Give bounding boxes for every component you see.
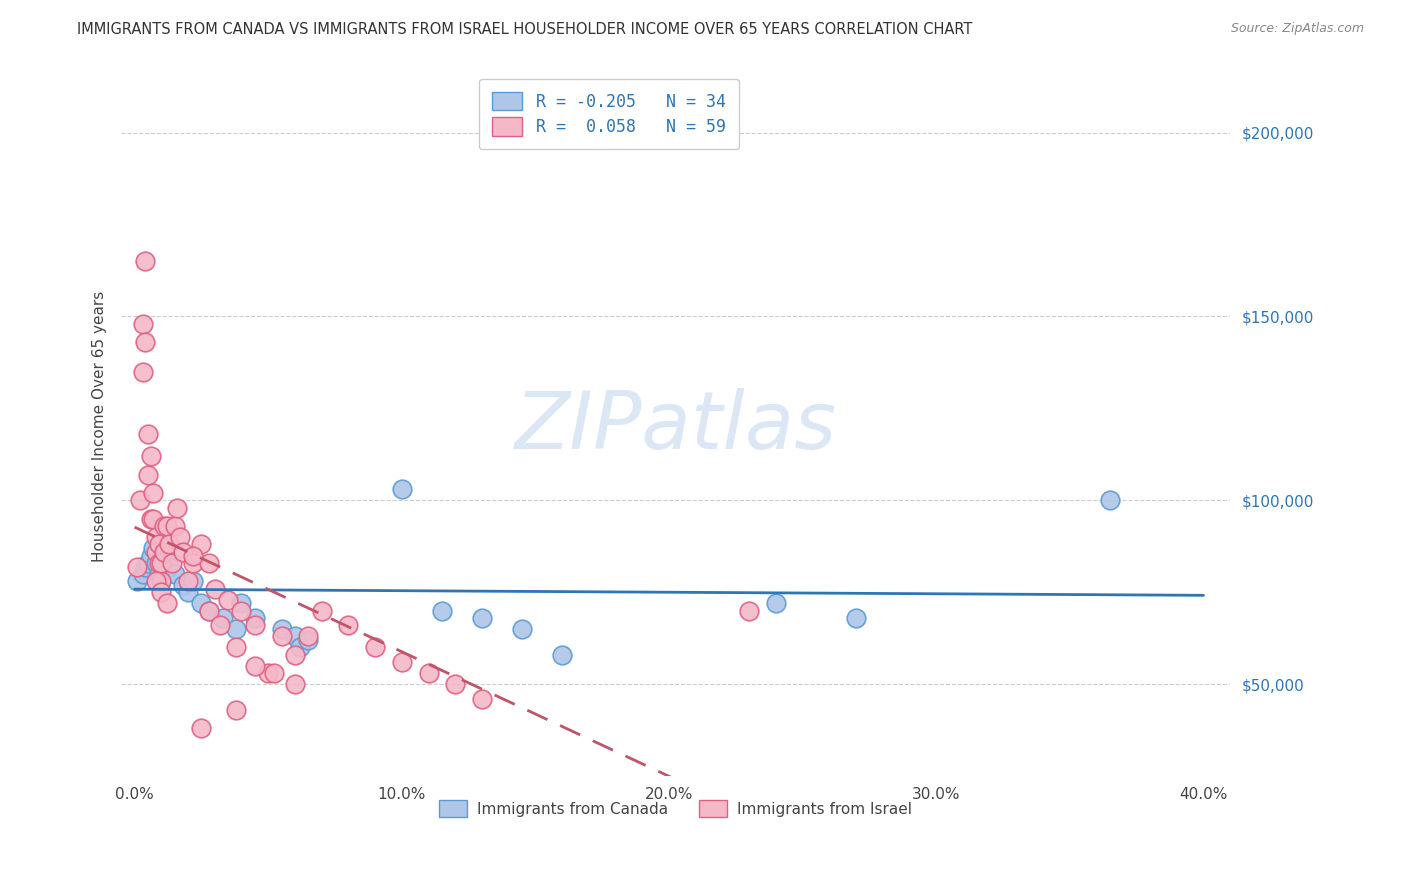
Point [471, 692, 494, 706]
Point [127, 559, 149, 574]
Point [131, 566, 153, 581]
Point [738, 604, 761, 618]
Point [198, 604, 221, 618]
Point [150, 556, 173, 570]
Point [156, 549, 179, 563]
Point [430, 604, 453, 618]
Text: Source: ZipAtlas.com: Source: ZipAtlas.com [1230, 22, 1364, 36]
Point [263, 666, 285, 681]
Point [136, 467, 159, 482]
Point [198, 604, 221, 618]
Point [311, 604, 333, 618]
Point [142, 512, 165, 526]
Point [297, 629, 319, 643]
Point [172, 545, 194, 559]
Point [136, 556, 159, 570]
Point [166, 500, 188, 515]
Text: IMMIGRANTS FROM CANADA VS IMMIGRANTS FROM ISRAEL HOUSEHOLDER INCOME OVER 65 YEAR: IMMIGRANTS FROM CANADA VS IMMIGRANTS FRO… [77, 22, 973, 37]
Point [150, 574, 173, 589]
Point [284, 648, 307, 662]
Point [270, 622, 292, 636]
Point [134, 335, 156, 350]
Point [150, 585, 173, 599]
Point [153, 519, 176, 533]
Point [418, 666, 440, 681]
Legend: Immigrants from Canada, Immigrants from Israel: Immigrants from Canada, Immigrants from … [432, 792, 920, 824]
Point [243, 618, 266, 632]
Point [364, 640, 387, 655]
Point [284, 677, 307, 691]
Point [157, 537, 180, 551]
Point [231, 596, 253, 610]
Point [139, 549, 162, 563]
Point [134, 254, 156, 268]
Point [145, 530, 167, 544]
Point [142, 541, 165, 556]
Point [139, 449, 162, 463]
Point [225, 703, 247, 717]
Point [204, 582, 226, 596]
Point [297, 633, 319, 648]
Point [510, 622, 533, 636]
Point [183, 549, 205, 563]
Point [190, 537, 212, 551]
Point [131, 365, 153, 379]
Point [284, 629, 307, 643]
Point [150, 574, 173, 589]
Point [156, 596, 179, 610]
Point [243, 611, 266, 625]
Point [145, 574, 167, 589]
Point [391, 655, 413, 669]
Point [1098, 493, 1121, 508]
Point [471, 611, 494, 625]
Point [209, 618, 232, 632]
Point [231, 604, 253, 618]
Point [391, 483, 413, 497]
Point [156, 519, 179, 533]
Point [153, 545, 176, 559]
Point [177, 585, 200, 599]
Point [157, 559, 180, 574]
Point [270, 629, 292, 643]
Point [177, 574, 200, 589]
Point [190, 722, 212, 736]
Point [134, 559, 156, 574]
Point [145, 545, 167, 559]
Point [163, 519, 186, 533]
Point [765, 596, 787, 610]
Point [183, 574, 205, 589]
Point [127, 574, 149, 589]
Point [217, 592, 239, 607]
Point [444, 677, 467, 691]
Y-axis label: Householder Income Over 65 years: Householder Income Over 65 years [93, 291, 107, 563]
Point [337, 618, 360, 632]
Point [225, 622, 247, 636]
Point [163, 566, 186, 581]
Point [148, 566, 170, 581]
Text: ZIPatlas: ZIPatlas [515, 388, 837, 466]
Point [136, 427, 159, 442]
Point [142, 486, 165, 500]
Point [551, 648, 574, 662]
Point [145, 556, 167, 570]
Point [172, 578, 194, 592]
Point [845, 611, 868, 625]
Point [290, 640, 312, 655]
Point [129, 493, 152, 508]
Point [198, 556, 221, 570]
Point [148, 537, 170, 551]
Point [190, 596, 212, 610]
Point [131, 317, 153, 331]
Point [153, 537, 176, 551]
Point [183, 556, 205, 570]
Point [243, 658, 266, 673]
Point [148, 556, 170, 570]
Point [225, 640, 247, 655]
Point [139, 512, 162, 526]
Point [160, 556, 183, 570]
Point [257, 666, 280, 681]
Point [211, 611, 233, 625]
Point [169, 530, 191, 544]
